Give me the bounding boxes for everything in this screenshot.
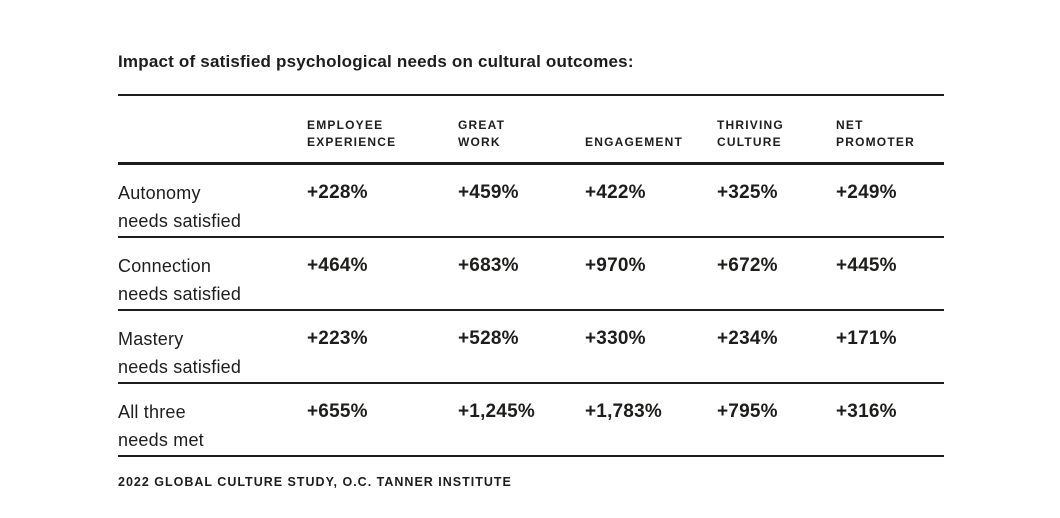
value-cell: +445%: [836, 255, 897, 276]
value-cell: +249%: [836, 182, 897, 203]
table-row: Autonomy needs satisfied +228% +459% +422%…: [118, 165, 944, 238]
value-cell: +228%: [307, 182, 368, 203]
value-cell: +330%: [585, 328, 646, 349]
value-cell: +459%: [458, 182, 519, 203]
page-title: Impact of satisfied psychological needs …: [118, 52, 634, 71]
value-cell: +655%: [307, 401, 368, 422]
value-cell: +223%: [307, 328, 368, 349]
value-cell: +171%: [836, 328, 897, 349]
value-cell: +234%: [717, 328, 778, 349]
row-label: All three needs met: [118, 402, 204, 450]
row-label: Autonomy needs satisfied: [118, 183, 242, 231]
infographic-content: Impact of satisfied psychological needs …: [118, 52, 944, 489]
table-header-row: EMPLOYEE EXPERIENCE GREAT WORK ENGAGEMENT T…: [118, 94, 944, 165]
header-spacer: [118, 148, 307, 162]
value-cell: +325%: [717, 182, 778, 203]
value-cell: +316%: [836, 401, 897, 422]
source-note: 2022 GLOBAL CULTURE STUDY, O.C. TANNER I…: [118, 475, 512, 489]
value-cell: +464%: [307, 255, 368, 276]
table-row: Connection needs satisfied +464% +683% +97…: [118, 238, 944, 311]
row-label: Connection needs satisfied: [118, 256, 242, 304]
value-cell: +1,245%: [458, 401, 535, 422]
value-cell: +528%: [458, 328, 519, 349]
value-cell: +970%: [585, 255, 646, 276]
row-label: Mastery needs satisfied: [118, 329, 242, 377]
column-header: THRIVING CULTURE: [717, 118, 784, 149]
table-row: All three needs met +655% +1,245% +1,783% +…: [118, 384, 944, 457]
value-cell: +683%: [458, 255, 519, 276]
column-header: GREAT WORK: [458, 118, 506, 149]
value-cell: +795%: [717, 401, 778, 422]
value-cell: +422%: [585, 182, 646, 203]
column-header: EMPLOYEE EXPERIENCE: [307, 118, 397, 149]
outcomes-table: EMPLOYEE EXPERIENCE GREAT WORK ENGAGEMENT T…: [118, 94, 944, 457]
table-row: Mastery needs satisfied +223% +528% +330% +…: [118, 311, 944, 384]
column-header: ENGAGEMENT: [585, 135, 684, 149]
column-header: NET PROMOTER: [836, 118, 915, 149]
value-cell: +1,783%: [585, 401, 662, 422]
value-cell: +672%: [717, 255, 778, 276]
